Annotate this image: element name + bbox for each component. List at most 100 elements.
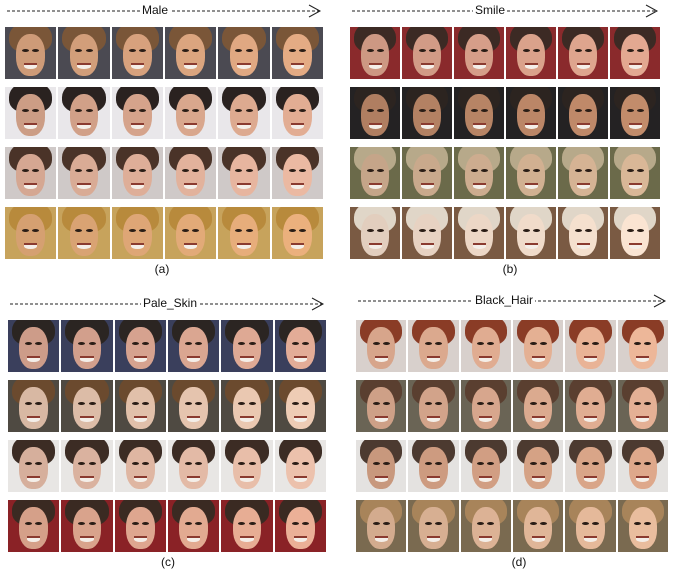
- face-image: [271, 27, 323, 79]
- attribute-label: Male: [139, 3, 171, 17]
- face-image: [8, 500, 60, 552]
- face-image: [111, 207, 163, 259]
- face-image: [617, 380, 668, 432]
- face-image: [408, 320, 459, 372]
- face-image: [5, 147, 57, 199]
- face-image: [164, 87, 217, 139]
- face-image: [218, 207, 270, 259]
- face-image: [610, 207, 660, 259]
- face-image: [356, 380, 407, 432]
- face-image: [402, 87, 452, 139]
- face-image: [460, 380, 511, 432]
- face-image: [558, 147, 608, 199]
- face-strip: [5, 207, 323, 259]
- face-image: [5, 87, 57, 139]
- face-image: [512, 320, 564, 372]
- face-image: [558, 27, 608, 79]
- face-image: [111, 147, 163, 199]
- face-strip: [356, 320, 668, 372]
- face-image: [218, 87, 270, 139]
- face-image: [506, 147, 556, 199]
- face-image: [356, 500, 407, 552]
- face-image: [221, 440, 273, 492]
- face-strip: [5, 147, 323, 199]
- face-image: [164, 207, 217, 259]
- face-image: [617, 440, 668, 492]
- face-image: [221, 380, 273, 432]
- face-image: [167, 500, 220, 552]
- face-image: [114, 500, 166, 552]
- face-image: [5, 207, 57, 259]
- face-image: [402, 147, 452, 199]
- face-image: [610, 147, 660, 199]
- face-image: [506, 207, 556, 259]
- face-image: [558, 87, 608, 139]
- face-image: [8, 380, 60, 432]
- face-image: [408, 500, 459, 552]
- face-image: [61, 440, 113, 492]
- face-image: [58, 27, 110, 79]
- face-image: [565, 500, 616, 552]
- face-image: [271, 147, 323, 199]
- face-image: [402, 207, 452, 259]
- face-image: [218, 27, 270, 79]
- face-image: [350, 147, 400, 199]
- face-image: [617, 500, 668, 552]
- face-strip: [8, 440, 326, 492]
- face-image: [274, 440, 326, 492]
- face-image: [350, 207, 400, 259]
- face-image: [58, 207, 110, 259]
- attribute-arrow: Smile: [350, 3, 660, 18]
- face-image: [350, 27, 400, 79]
- face-strip: [5, 87, 323, 139]
- panel-caption: (a): [154, 262, 170, 276]
- face-image: [164, 27, 217, 79]
- face-image: [5, 27, 57, 79]
- face-image: [454, 87, 504, 139]
- face-image: [221, 320, 273, 372]
- face-strip: [350, 87, 660, 139]
- face-image: [356, 320, 407, 372]
- face-image: [565, 320, 616, 372]
- panel-caption: (c): [161, 555, 175, 569]
- face-image: [114, 380, 166, 432]
- face-image: [558, 207, 608, 259]
- face-image: [271, 207, 323, 259]
- face-image: [506, 27, 556, 79]
- face-image: [274, 320, 326, 372]
- face-image: [114, 320, 166, 372]
- face-image: [218, 147, 270, 199]
- panel-caption: (b): [502, 262, 518, 276]
- face-image: [454, 207, 504, 259]
- face-strip: [356, 440, 668, 492]
- face-strip: [8, 500, 326, 552]
- attribute-label: Black_Hair: [472, 293, 536, 307]
- face-image: [111, 27, 163, 79]
- face-image: [274, 380, 326, 432]
- face-image: [58, 147, 110, 199]
- face-image: [512, 380, 564, 432]
- face-image: [61, 380, 113, 432]
- face-image: [61, 500, 113, 552]
- face-image: [512, 500, 564, 552]
- face-strip: [8, 380, 326, 432]
- face-image: [512, 440, 564, 492]
- face-image: [610, 87, 660, 139]
- face-image: [408, 380, 459, 432]
- face-image: [8, 320, 60, 372]
- face-image: [111, 87, 163, 139]
- panel-caption: (d): [511, 555, 527, 569]
- face-image: [454, 27, 504, 79]
- face-image: [356, 440, 407, 492]
- face-image: [61, 320, 113, 372]
- face-image: [408, 440, 459, 492]
- face-image: [460, 440, 511, 492]
- face-image: [167, 380, 220, 432]
- face-image: [460, 320, 511, 372]
- face-image: [402, 27, 452, 79]
- attribute-label: Pale_Skin: [140, 296, 200, 310]
- face-strip: [350, 207, 660, 259]
- face-image: [460, 500, 511, 552]
- face-strip: [350, 27, 660, 79]
- face-image: [565, 440, 616, 492]
